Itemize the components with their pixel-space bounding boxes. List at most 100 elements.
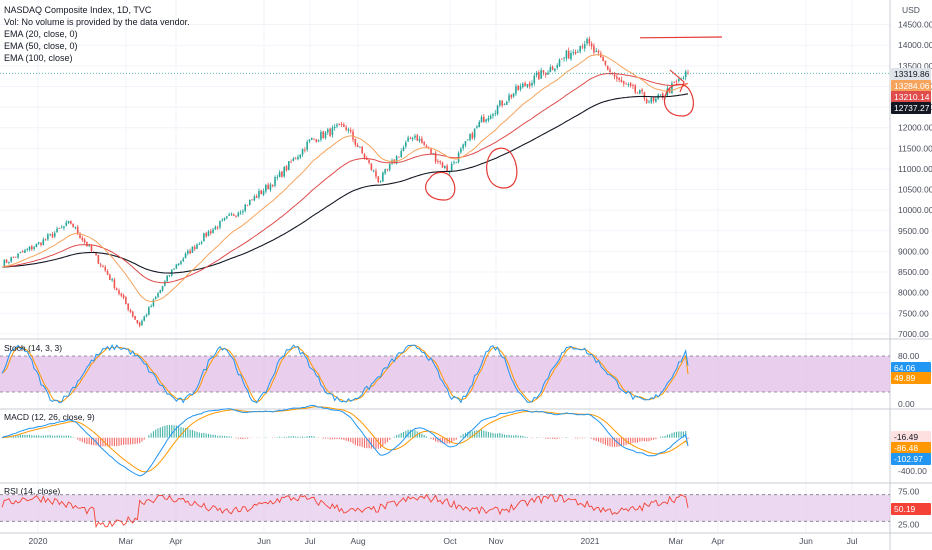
legend-ema100[interactable]: EMA (100, close) bbox=[4, 53, 73, 63]
candle-body bbox=[5, 259, 8, 263]
candle-body bbox=[198, 243, 201, 245]
candle-body bbox=[308, 139, 311, 142]
ema20-line[interactable] bbox=[1, 54, 689, 303]
macd-line[interactable] bbox=[1, 404, 689, 477]
candle-body bbox=[109, 274, 111, 280]
candle-body bbox=[56, 228, 58, 233]
candle-body bbox=[590, 43, 593, 47]
candle-body bbox=[526, 84, 529, 87]
candle-body bbox=[480, 116, 483, 123]
candle-body bbox=[79, 233, 81, 238]
horizontal-resistance-line[interactable] bbox=[639, 36, 723, 39]
candle-body bbox=[645, 99, 648, 103]
stoch-pane[interactable] bbox=[0, 344, 890, 404]
candle-body bbox=[216, 227, 219, 229]
candle-body bbox=[49, 233, 51, 235]
price-tick-label: 14000.00 bbox=[898, 40, 932, 50]
time-tick-label: Aug bbox=[350, 536, 365, 546]
candle-body bbox=[67, 220, 70, 223]
rsi-line[interactable] bbox=[1, 493, 689, 529]
candle-body bbox=[418, 138, 421, 142]
price-tick-label: 9000.00 bbox=[898, 246, 929, 256]
price-pane[interactable] bbox=[0, 36, 890, 328]
candle-body bbox=[127, 303, 129, 310]
candle-body bbox=[271, 185, 274, 187]
candle-body bbox=[237, 212, 240, 217]
annotation-arrow[interactable] bbox=[669, 69, 685, 93]
rsi-tick-label: 25.00 bbox=[898, 520, 920, 530]
candle-body bbox=[177, 263, 180, 265]
stoch-tick-label: 0.00 bbox=[898, 399, 915, 409]
macd-pane[interactable] bbox=[1, 404, 689, 477]
candle-body bbox=[76, 226, 79, 234]
candle-body bbox=[453, 162, 455, 164]
candle-body bbox=[411, 137, 414, 140]
rsi-title[interactable]: RSI (14, close) bbox=[4, 486, 60, 496]
candle-body bbox=[572, 52, 575, 54]
last-price-tag-bg bbox=[891, 68, 931, 80]
candle-body bbox=[255, 196, 258, 198]
candle-body bbox=[230, 213, 233, 215]
stoch-k-line[interactable] bbox=[1, 344, 689, 404]
candle-body bbox=[476, 126, 478, 128]
candle-body bbox=[340, 124, 343, 125]
legend-ema20[interactable]: EMA (20, close, 0) bbox=[4, 29, 78, 39]
candle-body bbox=[203, 233, 205, 242]
candle-body bbox=[522, 83, 524, 88]
candle-body bbox=[141, 320, 143, 326]
candle-body bbox=[471, 133, 474, 139]
candle-body bbox=[388, 163, 391, 170]
candle-body bbox=[212, 229, 214, 233]
price-tick-label: 10000.00 bbox=[898, 205, 932, 215]
candle-body bbox=[44, 238, 47, 240]
candle-body bbox=[558, 59, 561, 67]
candle-body bbox=[368, 160, 370, 163]
stoch-title[interactable]: Stoch (14, 3, 3) bbox=[4, 343, 62, 353]
rsi-tick-label: 75.00 bbox=[898, 486, 920, 496]
candle-body bbox=[361, 146, 364, 154]
candle-body bbox=[473, 128, 476, 138]
price-tick-label: 7500.00 bbox=[898, 308, 929, 318]
candle-body bbox=[168, 275, 171, 277]
annotation-circle-oct[interactable] bbox=[425, 171, 456, 201]
candle-body bbox=[47, 234, 49, 240]
candle-body bbox=[519, 86, 522, 90]
price-tick-label: 11500.00 bbox=[898, 143, 932, 153]
candle-body bbox=[386, 168, 389, 170]
candle-body bbox=[593, 45, 595, 53]
candle-body bbox=[643, 92, 646, 99]
ema50-line[interactable] bbox=[1, 73, 689, 284]
time-tick-label: Mar bbox=[119, 536, 134, 546]
candle-body bbox=[622, 81, 625, 84]
candle-body bbox=[106, 271, 109, 275]
candle-body bbox=[437, 161, 439, 162]
candle-body bbox=[136, 320, 139, 324]
ema100-line[interactable] bbox=[1, 93, 689, 274]
candle-body bbox=[53, 232, 56, 237]
candle-body bbox=[175, 264, 178, 269]
candle-body bbox=[219, 221, 221, 228]
candle-body bbox=[134, 316, 136, 320]
macd-title[interactable]: MACD (12, 26, close, 9) bbox=[4, 412, 95, 422]
legend-ema50[interactable]: EMA (50, close, 0) bbox=[4, 41, 78, 51]
candle-body bbox=[315, 139, 318, 142]
annotation-circle-nov[interactable] bbox=[486, 147, 518, 189]
candle-body bbox=[88, 245, 90, 247]
candle-body bbox=[180, 261, 182, 265]
candle-body bbox=[31, 246, 33, 250]
candle-body bbox=[352, 131, 354, 140]
candle-body bbox=[313, 138, 315, 140]
annotation-circle-mar[interactable] bbox=[663, 83, 694, 117]
candle-body bbox=[528, 83, 531, 87]
candle-body bbox=[345, 127, 347, 130]
candle-body bbox=[462, 144, 464, 149]
candle-body bbox=[145, 314, 148, 317]
time-axis[interactable]: 2020 Mar Apr Jun Jul Aug Oct Nov 2021 Mar Apr Jun Ju… bbox=[29, 536, 858, 546]
candle-body bbox=[182, 258, 185, 262]
candle-body bbox=[602, 56, 604, 62]
rsi-pane[interactable] bbox=[0, 493, 890, 529]
candle-body bbox=[111, 279, 113, 281]
